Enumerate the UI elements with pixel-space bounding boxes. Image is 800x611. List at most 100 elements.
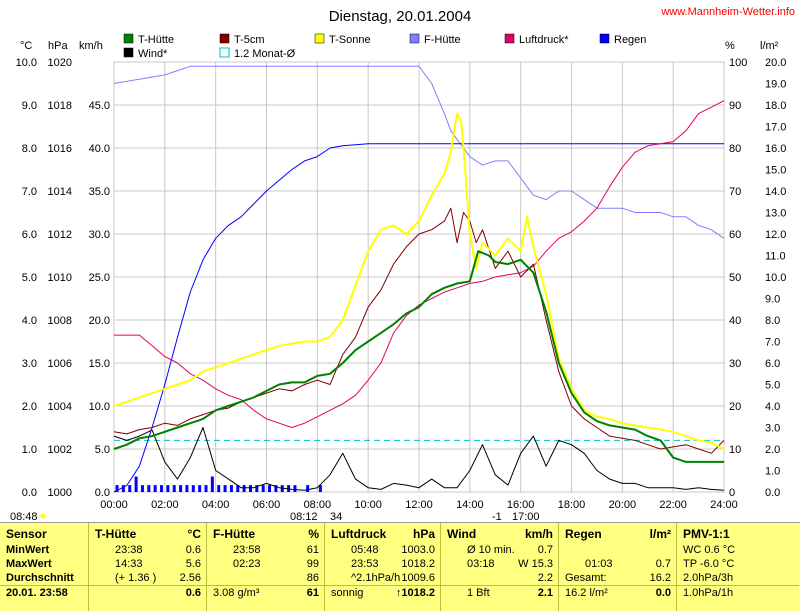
rain-tick-0: 0.0	[765, 487, 780, 499]
rain-tick-16: 16.0	[765, 143, 786, 155]
rain-bar-3	[134, 476, 138, 492]
sunrise-extra: 34	[330, 511, 342, 520]
hpa-tick-2: 1004	[48, 401, 72, 413]
rain-bar-28	[293, 485, 297, 492]
rain-bar-18	[229, 485, 233, 492]
hpa-tick-10: 1020	[48, 57, 72, 69]
y-axes: 0.01.02.03.04.05.06.07.08.09.010.0100010…	[16, 57, 787, 499]
percent-tick-5: 50	[729, 272, 741, 284]
x-tick-7: 14:00	[456, 499, 484, 511]
x-tick-1: 02:00	[151, 499, 179, 511]
rain-tick-5: 5.0	[765, 380, 780, 392]
hpa-tick-3: 1006	[48, 358, 72, 370]
unit-rain: l/m²	[760, 40, 779, 52]
kmh-tick-2: 10.0	[89, 401, 110, 413]
rain-tick-10: 10.0	[765, 272, 786, 284]
legend-label-3: F-Hütte	[424, 34, 461, 46]
rain-bar-9	[172, 485, 176, 492]
hpa-tick-7: 1014	[48, 186, 72, 198]
rain-tick-19: 19.0	[765, 79, 786, 91]
left-time-label: 08:48	[10, 511, 38, 520]
col-luftdruck: Luftdruck hPa 05:48 1003.0 23:53 1018.2 ^2.…	[325, 523, 441, 611]
celsius-tick-3: 3.0	[22, 358, 37, 370]
rain-bar-13	[198, 485, 202, 492]
legend-label-7: 1.2 Monat-Ø	[234, 48, 296, 60]
rain-tick-14: 14.0	[765, 186, 786, 198]
rain-bar-16	[217, 485, 221, 492]
legend-swatch-5	[599, 33, 610, 44]
weather-chart: Dienstag, 20.01.2004 www.Mannheim-Wetter…	[10, 6, 795, 520]
percent-tick-7: 70	[729, 186, 741, 198]
site-link[interactable]: www.Mannheim-Wetter.info	[660, 6, 795, 18]
percent-tick-8: 80	[729, 143, 741, 155]
legend-label-6: Wind*	[138, 48, 168, 60]
rain-tick-18: 18.0	[765, 100, 786, 112]
series-regen	[113, 143, 724, 493]
celsius-tick-8: 8.0	[22, 143, 37, 155]
sun-markers: 08:48 08:12 34 -1 17:00	[10, 511, 540, 520]
legend-label-5: Regen	[614, 34, 646, 46]
x-tick-9: 18:00	[558, 499, 586, 511]
percent-tick-10: 100	[729, 57, 747, 69]
rain-bar-11	[185, 485, 189, 492]
percent-tick-2: 20	[729, 401, 741, 413]
rain-bar-14	[204, 485, 208, 492]
rain-bar-29	[306, 485, 310, 492]
x-tick-3: 06:00	[253, 499, 281, 511]
rain-bar-24	[268, 485, 272, 492]
series-luftdruck	[114, 100, 725, 428]
left-time-dot	[40, 513, 46, 519]
rain-tick-8: 8.0	[765, 315, 780, 327]
kmh-tick-7: 35.0	[89, 186, 110, 198]
col-pmv: PMV-1:1 WC 0.6 °C TP -6.0 °C 2.0hPa/3h 1…	[677, 523, 799, 611]
hpa-tick-1: 1002	[48, 444, 72, 456]
sensor-header: Sensor	[6, 527, 47, 541]
celsius-tick-1: 1.0	[22, 444, 37, 456]
rain-tick-3: 3.0	[765, 423, 780, 435]
kmh-tick-4: 20.0	[89, 315, 110, 327]
rain-bar-8	[166, 485, 170, 492]
rain-tick-15: 15.0	[765, 165, 786, 177]
rain-bar-6	[153, 485, 157, 492]
rain-tick-2: 2.0	[765, 444, 780, 456]
kmh-tick-8: 40.0	[89, 143, 110, 155]
rain-bar-30	[318, 485, 322, 492]
rain-tick-12: 12.0	[765, 229, 786, 241]
percent-tick-1: 10	[729, 444, 741, 456]
rain-bar-12	[191, 485, 195, 492]
kmh-tick-6: 30.0	[89, 229, 110, 241]
x-tick-8: 16:00	[507, 499, 535, 511]
x-tick-4: 08:00	[304, 499, 332, 511]
legend-swatch-3	[409, 33, 420, 44]
series-t-sonne	[113, 112, 725, 450]
legend-swatch-0	[123, 33, 134, 44]
col-sensor: Sensor MinWert MaxWert Durchschnitt 20.0…	[0, 523, 89, 611]
series-t-h-tte	[113, 250, 724, 463]
legend-label-0: T-Hütte	[138, 34, 174, 46]
rain-tick-13: 13.0	[765, 208, 786, 220]
percent-tick-9: 90	[729, 100, 741, 112]
sunset-label: 17:00	[512, 511, 540, 520]
x-tick-12: 24:00	[710, 499, 738, 511]
celsius-tick-9: 9.0	[22, 100, 37, 112]
rain-bar-21	[248, 485, 252, 492]
col-f-huette: F-Hütte% 23:58 61 02:23 99 86 3.08 g/m³ 61	[207, 523, 325, 611]
percent-tick-4: 40	[729, 315, 741, 327]
x-tick-6: 12:00	[405, 499, 433, 511]
grid	[113, 61, 725, 493]
rain-bar-1	[121, 485, 125, 492]
percent-tick-6: 60	[729, 229, 741, 241]
legend-swatch-4	[504, 33, 515, 44]
kmh-tick-5: 25.0	[89, 272, 110, 284]
series-wind	[113, 427, 725, 491]
celsius-tick-10: 10.0	[16, 57, 37, 69]
series-f-h-tte	[113, 65, 725, 239]
legend-swatch-6	[123, 47, 134, 58]
rain-bar-25	[274, 485, 278, 492]
sensor-avg: Durchschnitt	[6, 572, 74, 584]
unit-kmh: km/h	[79, 40, 103, 52]
legend-label-4: Luftdruck*	[519, 34, 569, 46]
rain-bar-4	[140, 485, 144, 492]
x-axis: 00:00 02:00 04:00 06:00 08:00 10:00 12:00 14:00…	[100, 499, 738, 511]
series-layer	[113, 65, 725, 493]
